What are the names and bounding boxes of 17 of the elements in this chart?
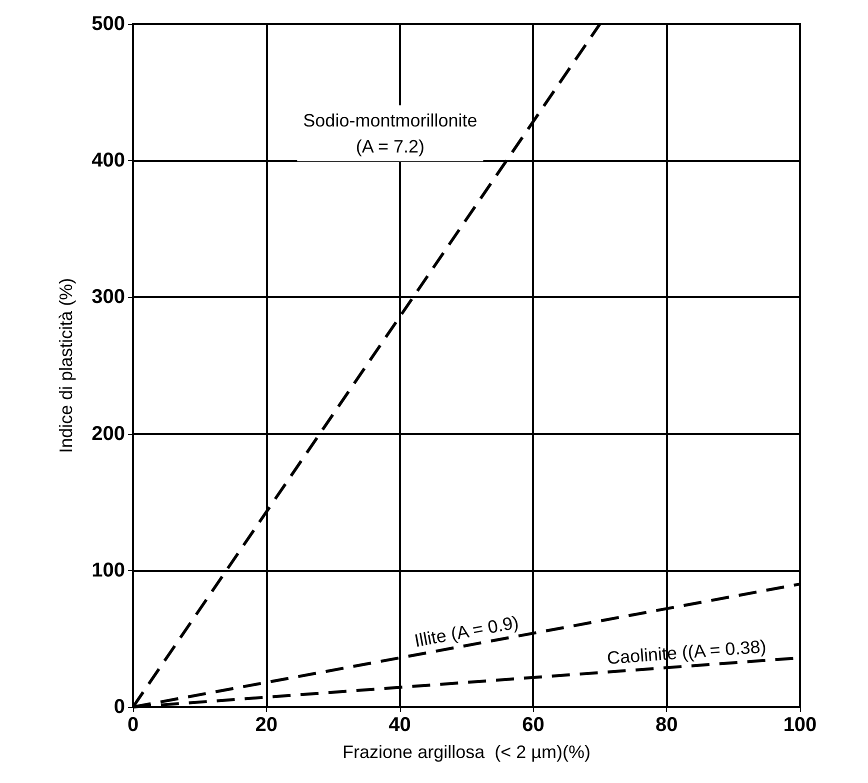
series-label: Sodio-montmorillonite (A = 7.2) [303,110,478,156]
x-tick-label: 0 [127,714,139,736]
x-axis-title: Frazione argillosa (< 2 µm)(%) [342,742,590,762]
y-axis-title: Indice di plasticità (%) [56,278,76,454]
x-tick-label: 60 [522,714,544,736]
y-tick-label: 400 [92,150,125,172]
y-tick-label: 300 [92,286,125,308]
x-tick-label: 40 [388,714,411,736]
x-tick-label: 20 [255,714,278,736]
y-tick-label: 100 [92,559,125,582]
x-tick-label: 100 [783,714,817,736]
y-tick-label: 200 [92,422,125,445]
x-tick-label: 80 [655,714,678,736]
series-label: Caolinite ((A = 0.38) [606,636,767,668]
y-tick-label: 500 [92,13,125,35]
y-tick-label: 0 [114,696,125,718]
text: Illite (A = 0.9) [412,612,520,651]
